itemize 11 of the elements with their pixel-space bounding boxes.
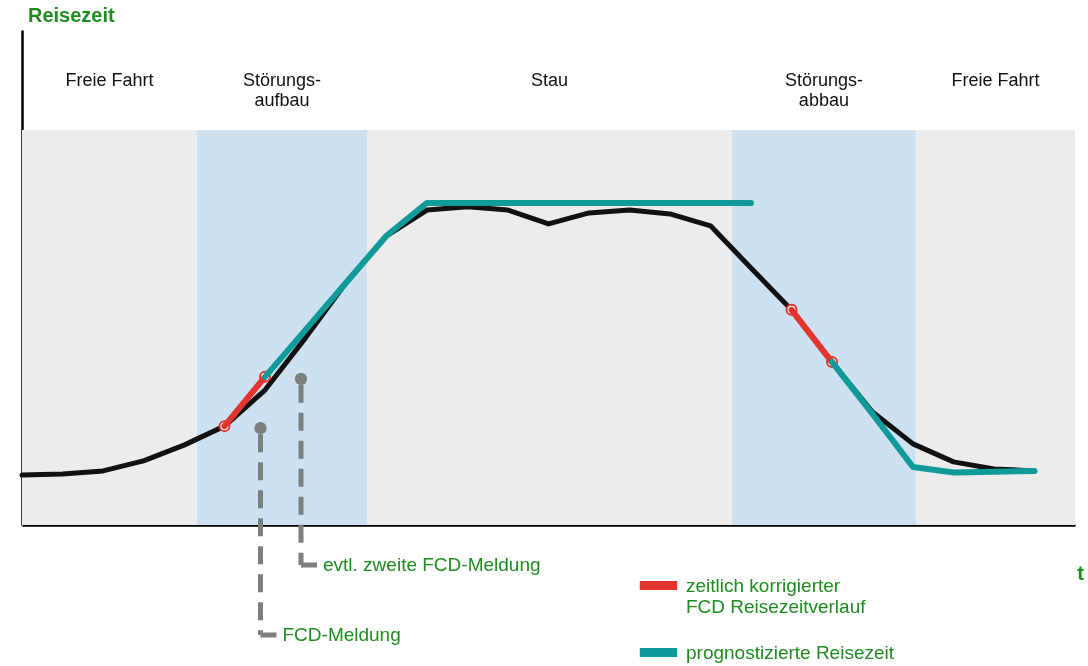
text: Reisezeit <box>28 4 116 26</box>
text: Störungs- abbau <box>784 69 863 110</box>
text: Störungs- aufbau <box>242 69 322 110</box>
text: evtl. zweite FCD-Meldung <box>323 554 541 575</box>
text: Freie Fahrt <box>951 69 1040 90</box>
x-axis-title: t <box>1077 561 1085 584</box>
text: FCD-Meldung <box>282 624 401 645</box>
legend-label: prognostizierte Reisezeit <box>686 641 895 663</box>
text: Freie Fahrt <box>65 69 154 90</box>
text: Stau <box>531 69 569 90</box>
legend-label: zeitlich korrigierter FCD Reisezeitverlauf <box>686 574 867 617</box>
